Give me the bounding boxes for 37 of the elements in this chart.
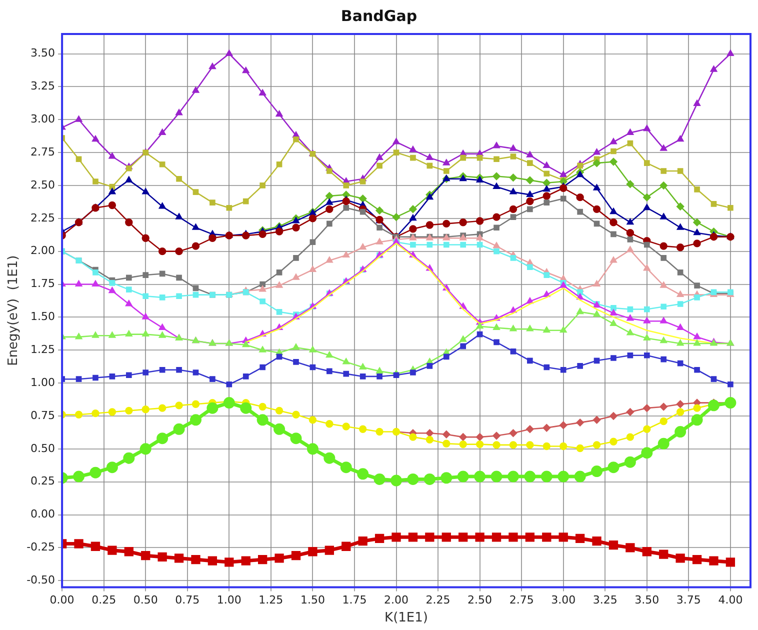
y-tick-label: 0.25 (30, 474, 56, 488)
x-tick-label: 1.25 (258, 594, 284, 607)
y-tick-label: 2.25 (30, 211, 56, 224)
x-axis-title: K(1E1) (384, 610, 428, 626)
x-tick-label: 3.25 (592, 594, 618, 607)
y-tick-label: -0.50 (26, 573, 56, 586)
x-tick-label: 1.00 (216, 594, 242, 607)
x-tick-label: 1.75 (342, 594, 367, 607)
x-tick-label: 3.00 (551, 594, 576, 607)
x-tick-label: 0.50 (133, 594, 158, 607)
x-tick-label: 0.25 (92, 594, 116, 607)
x-tick-label: 2.75 (509, 594, 534, 607)
y-tick-label: 2.75 (30, 145, 56, 158)
y-tick-label: 1.75 (30, 277, 56, 290)
y-axis-title: Enegy(eV) (1E1) (6, 255, 22, 366)
x-tick-label: 0.75 (175, 594, 200, 607)
x-tick-label: 3.75 (676, 594, 701, 607)
chart-title: BandGap (340, 6, 418, 25)
x-tick-label: 4.00 (718, 594, 743, 607)
y-tick-label: 1.00 (30, 376, 56, 389)
x-tick-label: 2.00 (384, 594, 409, 607)
y-tick-label: 0.50 (30, 442, 56, 455)
y-tick-label: 1.25 (30, 342, 56, 356)
y-tick-label: 3.00 (30, 112, 56, 126)
y-tick-label: 2.00 (30, 244, 56, 258)
x-tick-label: 1.50 (300, 594, 325, 607)
y-tick-label: 1.50 (30, 310, 56, 324)
y-tick-label: -0.25 (26, 540, 56, 554)
x-tick-label: 3.50 (634, 594, 660, 607)
y-tick-label: 2.50 (30, 178, 56, 192)
y-tick-label: 3.50 (30, 46, 56, 60)
x-tick-label: 2.50 (468, 594, 492, 607)
y-tick-label: 0.00 (30, 508, 56, 521)
y-tick-label: 0.75 (30, 408, 56, 422)
x-tick-label: 0.00 (50, 594, 74, 607)
x-tick-label: 2.25 (426, 594, 450, 607)
y-tick-label: 3.25 (30, 80, 56, 93)
